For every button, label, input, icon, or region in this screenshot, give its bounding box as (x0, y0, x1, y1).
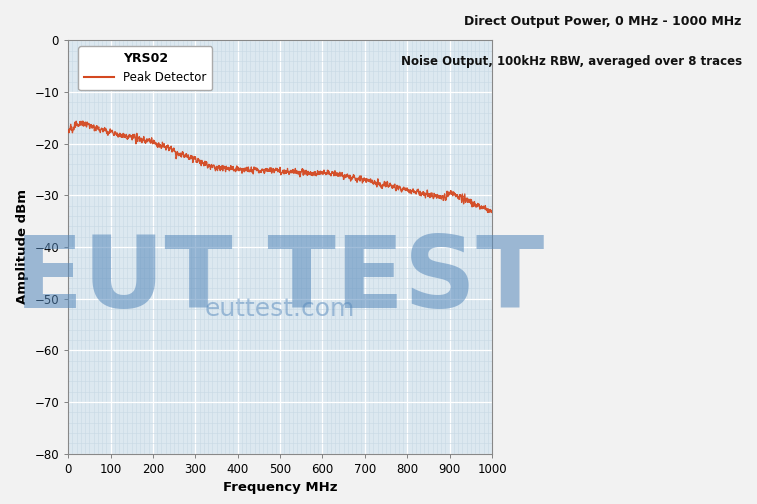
Text: Direct Output Power, 0 MHz - 1000 MHz: Direct Output Power, 0 MHz - 1000 MHz (465, 15, 742, 28)
Text: euttest.com: euttest.com (205, 297, 355, 321)
Text: Noise Output, 100kHz RBW, averaged over 8 traces: Noise Output, 100kHz RBW, averaged over … (400, 55, 742, 69)
Text: EUT TEST: EUT TEST (15, 231, 545, 329)
Legend: Peak Detector: Peak Detector (78, 46, 213, 90)
Y-axis label: Amplitude dBm: Amplitude dBm (16, 190, 29, 304)
X-axis label: Frequency MHz: Frequency MHz (223, 481, 338, 494)
